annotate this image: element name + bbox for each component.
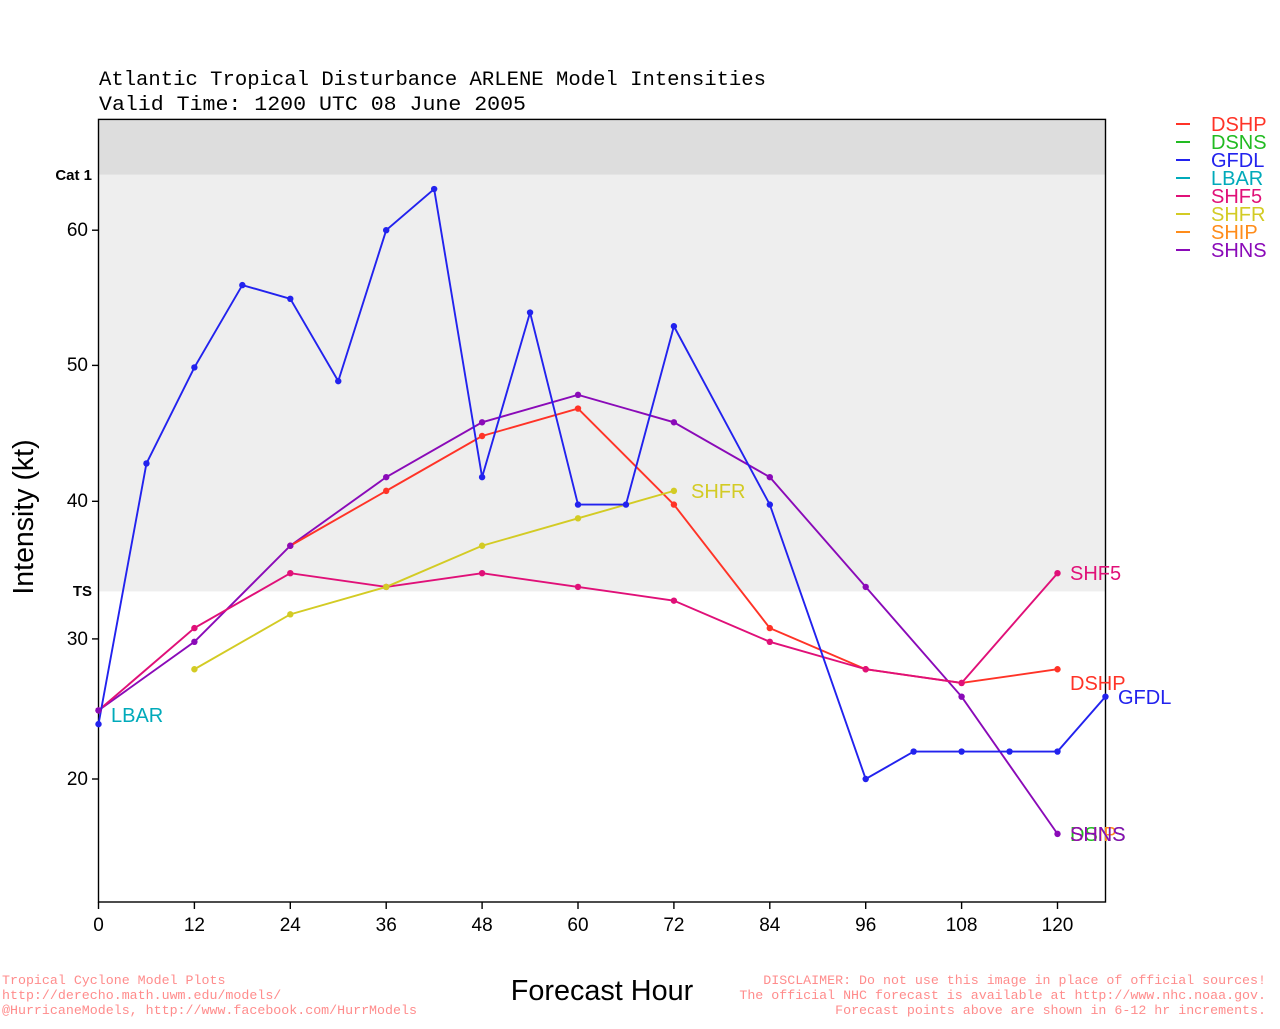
svg-text:SHFR: SHFR bbox=[691, 481, 745, 503]
svg-text:12: 12 bbox=[184, 915, 205, 936]
svg-text:SHNS: SHNS bbox=[1070, 824, 1126, 846]
svg-text:SHF5: SHF5 bbox=[1070, 563, 1121, 585]
svg-text:36: 36 bbox=[376, 915, 397, 936]
svg-text:Atlantic Tropical Disturbance: Atlantic Tropical Disturbance ARLENE Mod… bbox=[99, 69, 766, 92]
svg-text:Tropical Cyclone Model Plots: Tropical Cyclone Model Plots bbox=[2, 973, 225, 988]
svg-text:The official NHC forecast is a: The official NHC forecast is available a… bbox=[739, 988, 1266, 1003]
svg-text:http://derecho.math.uwm.edu/mo: http://derecho.math.uwm.edu/models/ bbox=[2, 988, 281, 1003]
svg-text:Forecast points above are show: Forecast points above are shown in 6-12 … bbox=[835, 1003, 1266, 1018]
svg-text:48: 48 bbox=[472, 915, 493, 936]
svg-text:SHNS: SHNS bbox=[1211, 240, 1267, 262]
svg-text:96: 96 bbox=[855, 915, 876, 936]
svg-text:120: 120 bbox=[1042, 915, 1074, 936]
svg-text:40: 40 bbox=[67, 491, 88, 512]
svg-text:LBAR: LBAR bbox=[111, 705, 163, 727]
svg-text:50: 50 bbox=[67, 355, 88, 376]
svg-text:DISCLAIMER: Do not use this im: DISCLAIMER: Do not use this image in pla… bbox=[763, 973, 1266, 988]
svg-text:Valid Time: 1200 UTC 08 June 2: Valid Time: 1200 UTC 08 June 2005 bbox=[99, 94, 526, 117]
svg-text:108: 108 bbox=[946, 915, 978, 936]
svg-text:Intensity (kt): Intensity (kt) bbox=[8, 439, 40, 594]
svg-text:Forecast Hour: Forecast Hour bbox=[511, 975, 694, 1007]
svg-text:0: 0 bbox=[93, 915, 104, 936]
svg-text:72: 72 bbox=[663, 915, 684, 936]
svg-text:84: 84 bbox=[759, 915, 781, 936]
svg-text:30: 30 bbox=[67, 629, 88, 650]
svg-text:60: 60 bbox=[567, 915, 588, 936]
svg-text:24: 24 bbox=[280, 915, 302, 936]
svg-text:Cat 1: Cat 1 bbox=[55, 167, 92, 184]
svg-text:20: 20 bbox=[67, 769, 88, 790]
svg-text:60: 60 bbox=[67, 220, 88, 241]
svg-text:GFDL: GFDL bbox=[1118, 687, 1171, 709]
svg-text:TS: TS bbox=[73, 583, 92, 600]
svg-text:@HurricaneModels, http://www.f: @HurricaneModels, http://www.facebook.co… bbox=[2, 1003, 417, 1018]
